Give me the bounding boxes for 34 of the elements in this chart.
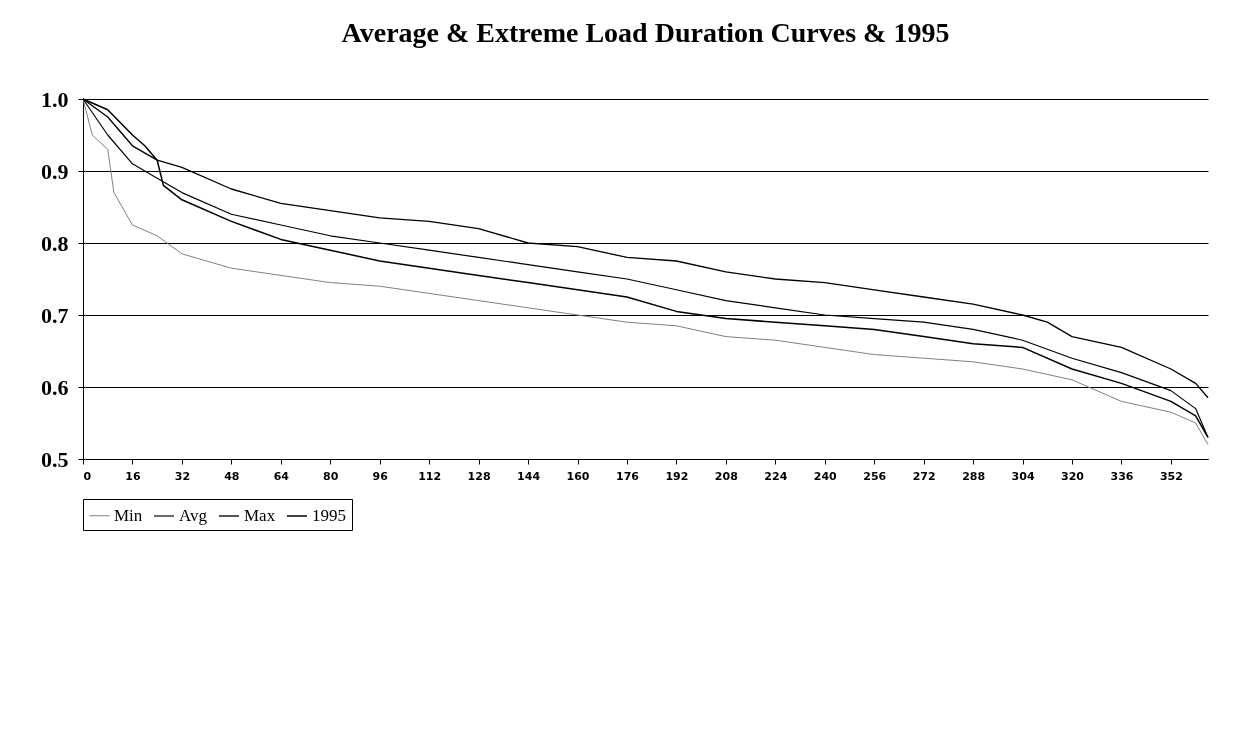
x-tick-label: 64 xyxy=(273,469,290,483)
y-tick-label: 0.9 xyxy=(41,158,69,184)
x-tick-label: 144 xyxy=(517,469,541,483)
chart-title: Average & Extreme Load Duration Curves & 1995 xyxy=(341,17,950,48)
x-tick-label: 272 xyxy=(912,469,936,483)
x-tick-label: 192 xyxy=(665,469,689,483)
y-tick-label: 0.5 xyxy=(41,446,69,472)
x-tick-label: 48 xyxy=(224,469,240,483)
legend-label: 1995 xyxy=(312,506,346,525)
x-tick-label: 240 xyxy=(813,469,838,483)
x-tick-label: 80 xyxy=(323,469,339,483)
x-tick-label: 320 xyxy=(1061,469,1085,483)
x-tick-label: 128 xyxy=(467,469,491,483)
x-tick-label: 32 xyxy=(174,469,191,483)
x-tick-label: 352 xyxy=(1159,469,1183,483)
x-tick-label: 176 xyxy=(615,469,640,483)
x-tick-label: 208 xyxy=(714,469,738,483)
legend-label: Max xyxy=(244,506,276,525)
x-tick-label: 160 xyxy=(566,469,590,483)
x-tick-label: 336 xyxy=(1110,469,1134,483)
x-tick-label: 16 xyxy=(125,469,141,483)
x-tick-label: 304 xyxy=(1011,469,1035,483)
x-tick-label: 112 xyxy=(418,469,442,483)
x-tick-label: 256 xyxy=(863,469,887,483)
y-tick-label: 1.0 xyxy=(41,86,69,112)
y-tick-label: 0.6 xyxy=(41,374,69,400)
legend-label: Min xyxy=(114,505,143,525)
x-tick-label: 0 xyxy=(83,469,92,483)
x-tick-label: 224 xyxy=(764,469,788,483)
legend-label: Avg xyxy=(179,506,208,525)
y-tick-label: 0.7 xyxy=(41,302,69,328)
x-tick-label: 96 xyxy=(372,469,389,483)
x-tick-label: 288 xyxy=(962,469,986,483)
y-tick-label: 0.8 xyxy=(41,230,69,256)
